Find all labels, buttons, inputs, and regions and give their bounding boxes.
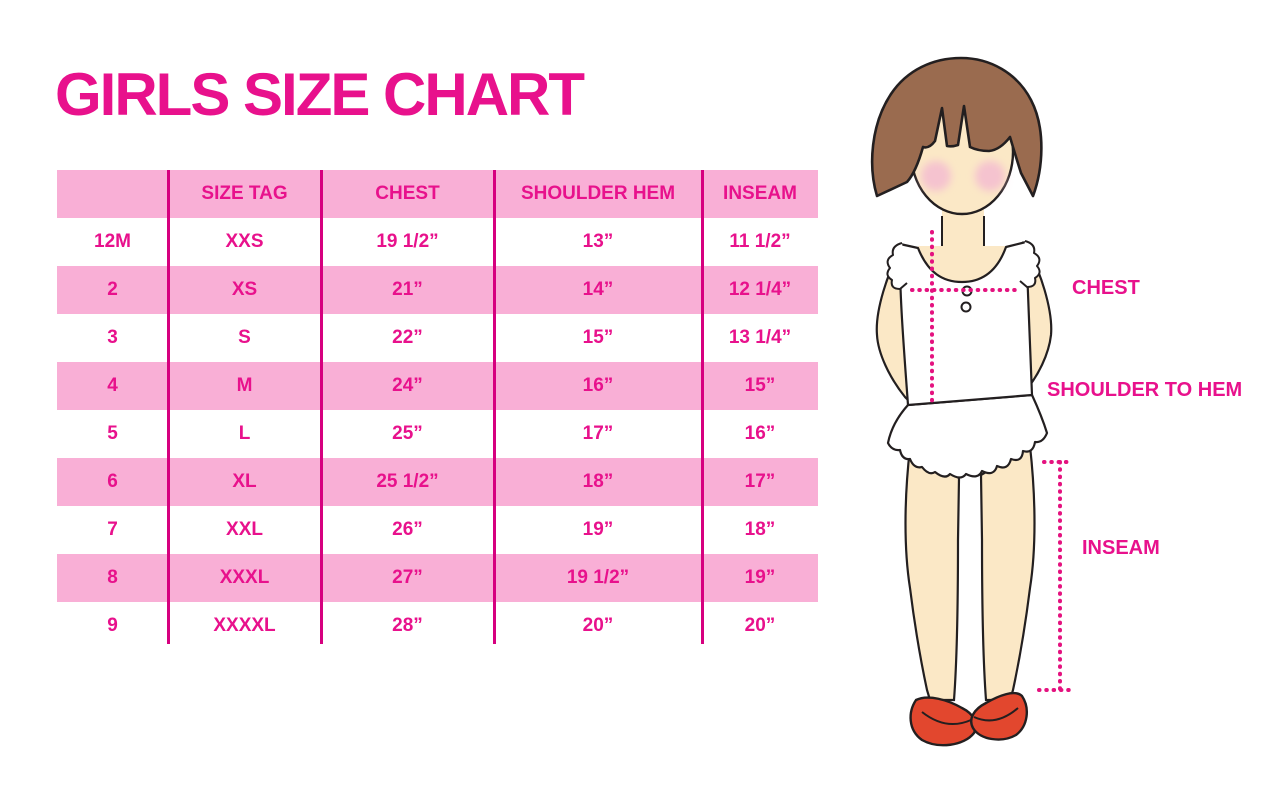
cell-size-tag: XXXL [219, 567, 270, 588]
table-header-row: SIZE TAG CHEST SHOULDER HEM INSEAM [57, 170, 818, 218]
table-row: 4 M 24” 16” 15” [57, 362, 818, 410]
table-row: 9 XXXXL 28” 20” 20” [57, 602, 818, 650]
girl-shoes [909, 691, 1028, 747]
table-row: 8 XXXL 27” 19 1/2” 19” [57, 554, 818, 602]
neckline-skin [918, 246, 1006, 282]
cell-chest: 25 1/2” [376, 471, 439, 492]
cell-shoulder-hem: 14” [582, 279, 614, 300]
girl-figure-illustration [870, 56, 1075, 747]
cell-shoulder-hem: 19 1/2” [566, 567, 630, 588]
size-table: SIZE TAG CHEST SHOULDER HEM INSEAM 12M X… [57, 170, 818, 650]
cell-inseam: 19” [744, 567, 776, 588]
cell-size: 4 [107, 375, 118, 396]
girl-legs [904, 444, 1036, 702]
cell-inseam: 15” [744, 375, 776, 396]
cell-size: 12M [94, 231, 131, 252]
cell-chest: 26” [392, 519, 423, 540]
cell-shoulder-hem: 13” [582, 231, 614, 252]
cell-inseam: 11 1/2” [729, 231, 791, 252]
inseam-dotted-line [1037, 460, 1075, 692]
page-title: GIRLS SIZE CHART [55, 61, 585, 128]
chest-label: CHEST [1072, 277, 1140, 299]
cell-size: 5 [107, 423, 118, 444]
sleeve-ruffles [886, 240, 1041, 290]
column-divider [320, 170, 323, 644]
cell-size-tag: M [236, 375, 253, 396]
header-cell-size [57, 170, 168, 218]
cell-shoulder-hem: 20” [582, 615, 614, 636]
cell-inseam: 16” [744, 423, 776, 444]
cell-size: 8 [107, 567, 118, 588]
cell-inseam: 18” [744, 519, 776, 540]
header-cell-inseam: INSEAM [723, 183, 797, 204]
header-cell-chest: CHEST [375, 183, 440, 204]
cell-chest: 21” [392, 279, 423, 300]
cell-size-tag: XL [232, 471, 257, 492]
header-cell-shoulder-hem: SHOULDER HEM [520, 183, 676, 204]
table-row: 5 L 25” 17” 16” [57, 410, 818, 458]
column-divider [493, 170, 496, 644]
cell-chest: 22” [392, 327, 423, 348]
cell-shoulder-hem: 19” [582, 519, 614, 540]
cell-chest: 25” [392, 423, 423, 444]
cell-inseam: 20” [744, 615, 776, 636]
cell-chest: 24” [392, 375, 423, 396]
cell-size: 9 [107, 615, 118, 636]
cell-inseam: 17” [744, 471, 776, 492]
cell-chest: 27” [392, 567, 423, 588]
girl-skirt [886, 393, 1049, 479]
cell-shoulder-hem: 15” [582, 327, 614, 348]
cell-chest: 28” [392, 615, 423, 636]
cell-chest: 19 1/2” [376, 231, 439, 252]
table-row: 7 XXL 26” 19” 18” [57, 506, 818, 554]
cell-shoulder-hem: 17” [582, 423, 614, 444]
shoulder-to-hem-label: SHOULDER TO HEM [1047, 379, 1243, 401]
cell-size-tag: XXS [225, 231, 264, 252]
table-row: 2 XS 21” 14” 12 1/4” [57, 266, 818, 314]
table-row: 12M XXS 19 1/2” 13” 11 1/2” [57, 218, 818, 266]
cell-inseam: 13 1/4” [728, 327, 792, 348]
cell-shoulder-hem: 18” [582, 471, 614, 492]
girl-blush [921, 161, 1005, 191]
cell-size: 6 [107, 471, 118, 492]
cell-size: 7 [107, 519, 118, 540]
cell-inseam: 12 1/4” [728, 279, 792, 300]
table-row: 6 XL 25 1/2” 18” 17” [57, 458, 818, 506]
cell-size: 3 [107, 327, 118, 348]
cell-size: 2 [107, 279, 118, 300]
cell-size-tag: S [238, 327, 251, 348]
column-divider [167, 170, 170, 644]
cell-size-tag: XXXXL [213, 615, 276, 636]
table-row: 3 S 22” 15” 13 1/4” [57, 314, 818, 362]
cell-size-tag: XXL [226, 519, 263, 540]
girl-hair [870, 56, 1043, 198]
inseam-label: INSEAM [1082, 537, 1160, 559]
header-cell-size-tag: SIZE TAG [201, 183, 288, 204]
cell-shoulder-hem: 16” [582, 375, 614, 396]
column-divider [701, 170, 704, 644]
cell-size-tag: XS [231, 279, 258, 300]
cell-size-tag: L [238, 423, 251, 444]
